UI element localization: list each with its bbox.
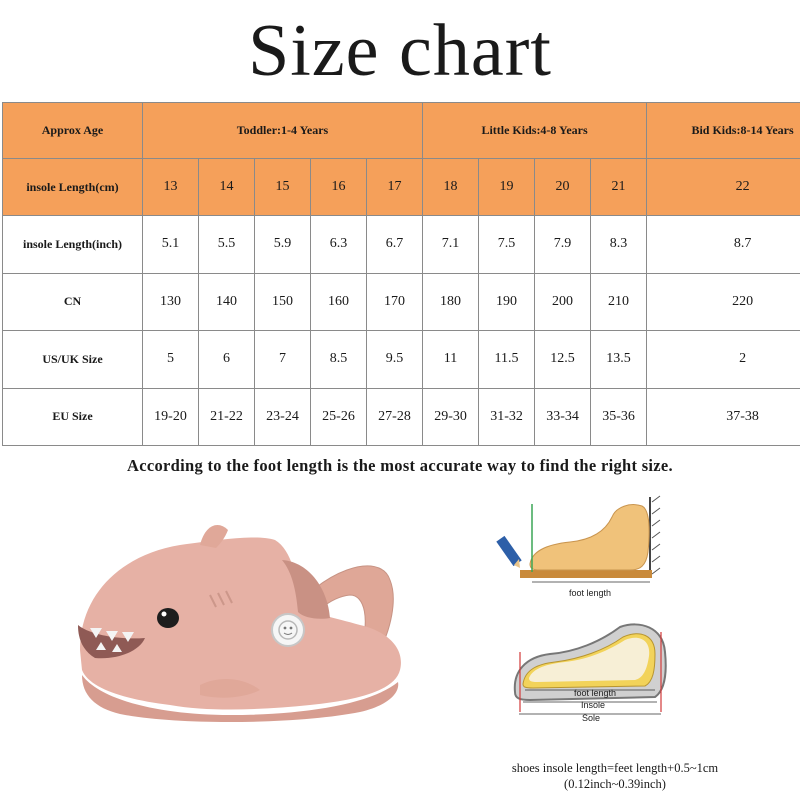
table-cell: 7.5: [478, 215, 536, 274]
table-cell: 140: [198, 272, 255, 331]
table-cell: 220: [646, 272, 800, 331]
table-cell: 18: [422, 158, 480, 216]
foot-length-label-top: foot length: [569, 588, 611, 598]
insole-formula: shoes insole length=feet length+0.5~1cm …: [430, 760, 800, 792]
row-label: CN: [2, 272, 143, 331]
table-cell: 6.7: [365, 215, 424, 274]
table-cell: 15: [254, 158, 311, 216]
sole-label: Sole: [582, 713, 600, 723]
row-label: US/UK Size: [2, 330, 143, 389]
age-header-row: Approx Age Toddler:1-4 Years Little Kids…: [2, 102, 800, 159]
table-cell: 13.5: [590, 330, 648, 389]
pencil-icon: [496, 535, 522, 568]
row-label: insole Length(cm): [2, 158, 143, 216]
table-cell: 150: [254, 272, 311, 331]
table-cell: 6.3: [310, 215, 367, 274]
table-row: CN 130 140 150 160 170 180 190 200 210 2…: [2, 272, 800, 331]
sandal-image: [78, 525, 401, 723]
table-cell: 11.5: [478, 330, 536, 389]
table-cell: 7.9: [534, 215, 592, 274]
table-cell: 31-32: [478, 387, 536, 446]
table-cell: 170: [365, 272, 424, 331]
table-row: US/UK Size 5 6 7 8.5 9.5 11 11.5 12.5 13…: [2, 330, 800, 389]
formula-line-2: (0.12inch~0.39inch): [564, 777, 666, 791]
table-cell: 6: [198, 330, 255, 389]
table-cell: 160: [310, 272, 367, 331]
page-title: Size chart: [248, 10, 552, 92]
table-cell: 12.5: [534, 330, 592, 389]
table-cell: 190: [478, 272, 536, 331]
table-cell: 29-30: [422, 387, 480, 446]
table-row: insole Length(inch) 5.1 5.5 5.9 6.3 6.7 …: [2, 215, 800, 274]
table-cell: 5.5: [198, 215, 255, 274]
table-cell: 16: [310, 158, 367, 216]
table-cell: 35-36: [590, 387, 648, 446]
insole-label: Insole: [581, 700, 605, 710]
table-cell: 19-20: [142, 387, 199, 446]
formula-line-1: shoes insole length=feet length+0.5~1cm: [511, 761, 719, 775]
table-cell: 11: [422, 330, 480, 389]
table-cell: 37-38: [646, 387, 800, 446]
table-cell: 130: [142, 272, 199, 331]
table-cell: 19: [478, 158, 536, 216]
table-cell: 25-26: [310, 387, 367, 446]
sizing-note: According to the foot length is the most…: [127, 456, 673, 475]
table-cell: 21: [590, 158, 648, 216]
table-row: insole Length(cm) 13 14 15 16 17 18 19 2…: [2, 158, 800, 216]
table-cell: 5.1: [142, 215, 199, 274]
table-cell: 13: [142, 158, 199, 216]
age-label: Approx Age: [2, 102, 143, 159]
table-cell: 20: [534, 158, 592, 216]
table-cell: 9.5: [365, 330, 424, 389]
table-cell: 23-24: [254, 387, 311, 446]
foot-length-diagram: foot length: [496, 495, 661, 598]
table-cell: 8.3: [590, 215, 648, 274]
table-cell: 7.1: [422, 215, 480, 274]
table-cell: 8.7: [646, 215, 800, 274]
foot-length-label-bottom: foot length: [574, 688, 616, 698]
insole-diagram: foot length Insole Sole: [513, 623, 667, 723]
table-cell: 33-34: [534, 387, 592, 446]
table-cell: 7: [254, 330, 311, 389]
table-cell: 27-28: [365, 387, 424, 446]
table-cell: 21-22: [198, 387, 255, 446]
table-row: EU Size 19-20 21-22 23-24 25-26 27-28 29…: [2, 387, 800, 446]
table-cell: 180: [422, 272, 480, 331]
table-cell: 200: [534, 272, 592, 331]
row-label: insole Length(inch): [2, 215, 143, 274]
row-label: EU Size: [2, 387, 143, 446]
table-cell: 22: [646, 158, 800, 216]
table-cell: 14: [198, 158, 255, 216]
table-cell: 17: [365, 158, 424, 216]
group-little-kids: Little Kids:4-8 Years: [422, 102, 648, 159]
table-cell: 5: [142, 330, 199, 389]
table-cell: 2: [646, 330, 800, 389]
group-toddler: Toddler:1-4 Years: [141, 102, 424, 159]
size-chart-table: Approx Age Toddler:1-4 Years Little Kids…: [2, 102, 800, 446]
table-cell: 8.5: [310, 330, 367, 389]
group-big-kids: Bid Kids:8-14 Years: [646, 102, 800, 159]
table-cell: 5.9: [254, 215, 311, 274]
table-cell: 210: [590, 272, 648, 331]
